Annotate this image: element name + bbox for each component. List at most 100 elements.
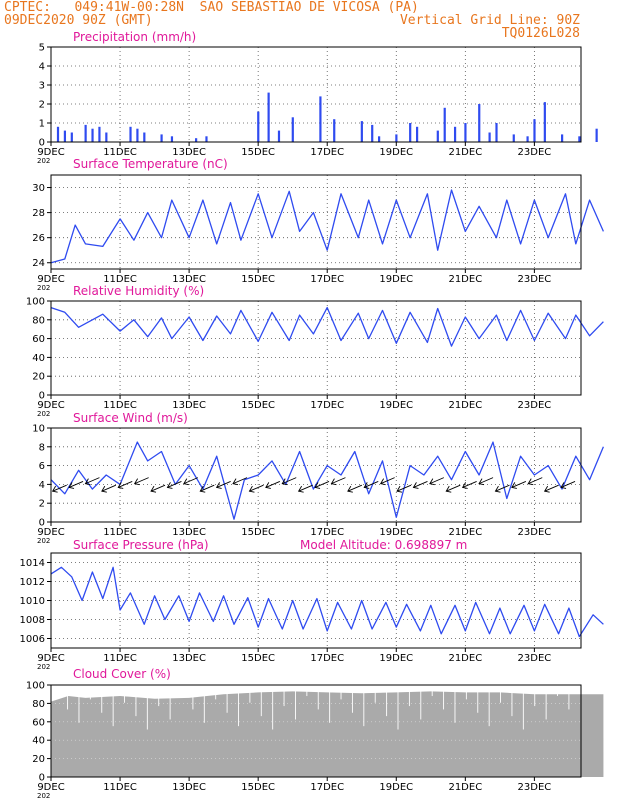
x-tick-label: 11DEC [103, 400, 137, 411]
wind-arrow-head [133, 478, 140, 486]
panel-title-humid: Relative Humidity (%) [73, 284, 204, 298]
wind-arrow [380, 477, 395, 485]
y-tick-label-press: 1008 [20, 615, 45, 626]
wind-arrow [85, 477, 100, 485]
precip-bar [333, 119, 336, 142]
wind-arrow [249, 484, 264, 492]
wind-arrow [446, 484, 461, 492]
precip-bar [195, 138, 198, 142]
x-tick-label: 19DEC [379, 527, 413, 538]
precip-bar [143, 132, 146, 142]
wind-arrow [183, 477, 199, 485]
temperature-line [50, 189, 604, 264]
precip-bar [98, 126, 101, 142]
header-model-id: TQ0126L028 [501, 26, 580, 41]
wind-arrow-head [429, 478, 435, 486]
x-tick-label: 21DEC [448, 400, 482, 411]
x-tick-label: 17DEC [310, 527, 344, 538]
x-tick-label: 21DEC [448, 782, 482, 793]
panel-frame-cloud [50, 684, 582, 778]
x-tick-label: 19DEC [379, 274, 413, 285]
x-tick-label: 9DEC [37, 527, 64, 538]
wind-arrow [331, 477, 346, 485]
wind-arrow-head [183, 478, 189, 486]
y-tick-label-humid: 60 [32, 334, 45, 345]
humidity-line [50, 306, 604, 347]
wind-arrow [413, 480, 428, 488]
wind-arrow-head [412, 482, 419, 489]
x-tick-label: 11DEC [103, 653, 137, 664]
x-tick-label: 17DEC [310, 782, 344, 793]
x-tick-label: 19DEC [379, 782, 413, 793]
y-tick-label-wind: 8 [39, 442, 45, 453]
wind-arrow [462, 480, 477, 488]
x-tick-label: 21DEC [448, 147, 482, 158]
panel-title-temp: Surface Temperature (nC) [73, 157, 228, 171]
precip-bar [443, 107, 446, 142]
y-tick-label-precip: 2 [39, 100, 45, 111]
x-tick-label: 23DEC [518, 653, 552, 664]
panel-title-precip: Precipitation (mm/h) [73, 30, 196, 44]
precip-bar [291, 117, 294, 142]
x-tick-label: 17DEC [310, 274, 344, 285]
y-tick-label-wind: 10 [32, 424, 45, 435]
wind-arrow-head [396, 485, 403, 493]
wind-arrow [560, 480, 576, 488]
y-tick-label-precip: 0 [39, 138, 45, 149]
precip-bar [56, 126, 60, 142]
wind-arrow [396, 484, 412, 492]
wind-arrow-head [330, 478, 337, 486]
cloud-cover-area [51, 691, 604, 777]
y-tick-label-precip: 3 [39, 81, 45, 92]
wind-arrow-head [166, 482, 173, 489]
wind-arrow-head [445, 485, 452, 493]
x-tick-label: 13DEC [172, 400, 206, 411]
precip-bar [395, 134, 398, 142]
x-tick-label: 9DEC [37, 274, 64, 285]
x-tick-label: 17DEC [310, 653, 344, 664]
precip-bar [136, 128, 139, 142]
wind-arrow [528, 477, 543, 485]
y-tick-label-cloud: 80 [32, 699, 45, 710]
precip-bar [267, 92, 270, 142]
x-tick-label: 9DEC [37, 782, 64, 793]
x-tick-label: 23DEC [518, 782, 552, 793]
y-tick-label-press: 1014 [20, 558, 45, 569]
wind-arrow-head [461, 482, 468, 489]
wind-speed-line [50, 441, 604, 520]
pressure-line [50, 566, 604, 638]
precip-bar [561, 134, 564, 142]
wind-arrow-head [363, 482, 370, 489]
x-year-label: 202 [37, 284, 50, 292]
precip-bar [526, 136, 529, 142]
precip-bar [63, 130, 67, 142]
x-tick-label: 9DEC [37, 653, 64, 664]
y-tick-label-press: 1006 [20, 634, 45, 645]
wind-arrow [544, 484, 559, 492]
wind-arrow-head [232, 478, 239, 486]
y-tick-label-press: 1010 [20, 596, 45, 607]
precip-bar [378, 136, 381, 142]
x-year-label: 202 [37, 792, 50, 800]
wind-arrow-head [527, 478, 534, 486]
precip-bar [160, 134, 163, 142]
x-tick-label: 11DEC [103, 527, 137, 538]
y-tick-label-humid: 100 [26, 297, 45, 308]
wind-arrow [216, 480, 231, 488]
x-tick-label: 13DEC [172, 527, 206, 538]
wind-arrow-head [265, 482, 271, 489]
wind-arrow-head [51, 485, 58, 493]
panel-frame-precip [50, 46, 582, 143]
x-year-label: 202 [37, 157, 50, 165]
wind-arrow-head [543, 485, 550, 493]
wind-arrow-head [248, 485, 255, 493]
precip-bar [205, 136, 208, 142]
y-tick-label-cloud: 20 [32, 754, 45, 765]
wind-arrow-head [199, 485, 206, 493]
wind-arrow [478, 477, 494, 485]
x-tick-label: 15DEC [241, 400, 275, 411]
x-tick-label: 17DEC [310, 147, 344, 158]
wind-arrow [265, 480, 281, 488]
wind-arrow [167, 480, 182, 488]
header-datetime: 09DEC2020 90Z (GMT) [4, 13, 153, 28]
